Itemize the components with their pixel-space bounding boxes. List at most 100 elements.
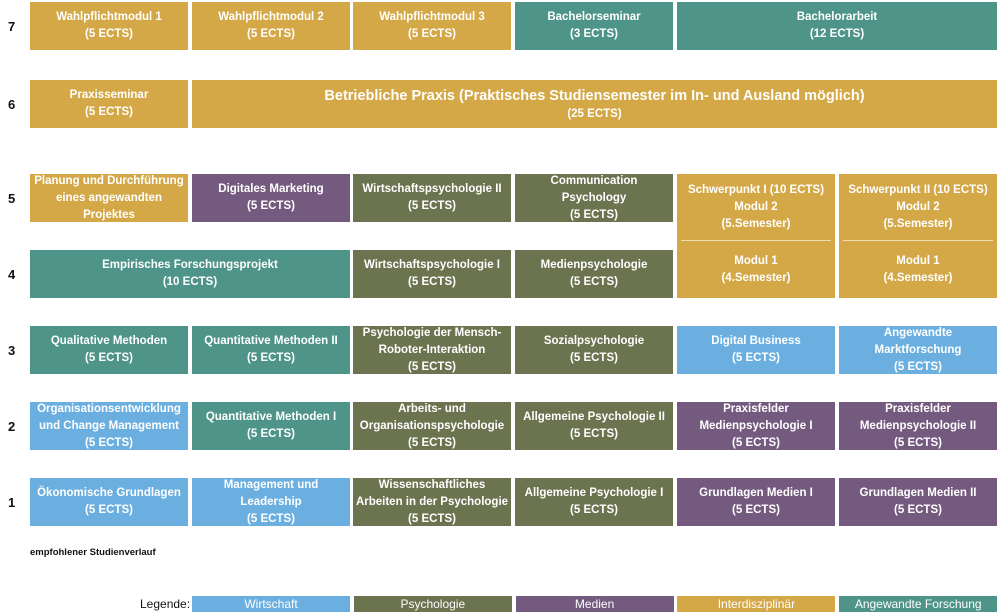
module-cell[interactable]: Ökonomische Grundlagen (5 ECTS) <box>30 478 188 526</box>
module-title: Organisationsentwicklung <box>37 402 181 415</box>
module-title: Roboter-Interaktion <box>378 343 486 356</box>
schwerpunkt-module-2: Schwerpunkt I (10 ECTS) Modul 2 (5.Semeste… <box>677 174 835 240</box>
module-cell[interactable]: Psychologie der Mensch- Roboter-Interakti… <box>353 326 511 374</box>
legend-item-interdisziplinaer: Interdisziplinär <box>677 596 836 612</box>
divider <box>843 240 993 241</box>
module-title: Ökonomische Grundlagen <box>37 487 181 499</box>
module-title: und Change Management <box>39 419 179 432</box>
module-cell[interactable]: Allgemeine Psychologie I (5 ECTS) <box>515 478 673 526</box>
module-cell[interactable]: Betriebliche Praxis (Praktisches Studien… <box>192 80 997 128</box>
module-cell[interactable]: Wahlpflichtmodul 1 (5 ECTS) <box>30 2 188 50</box>
module-title: Planung und Durchführung <box>34 174 184 187</box>
module-ects: (5 ECTS) <box>408 512 456 525</box>
legend-item-psychologie: Psychologie <box>353 596 512 612</box>
module-ects: (5 ECTS) <box>247 512 295 525</box>
module-title: Wahlpflichtmodul 3 <box>379 11 485 23</box>
module-title: Praxisfelder <box>885 402 951 415</box>
module-ects: (5 ECTS) <box>408 276 456 288</box>
divider <box>681 240 831 241</box>
module-title: Management und Leadership <box>223 478 319 508</box>
module-cell[interactable]: Communication Psychology (5 ECTS) <box>515 174 673 222</box>
semester-label: 1 <box>8 495 16 510</box>
module-title: Quantitative Methoden II <box>204 335 338 347</box>
module-title: Communication Psychology <box>550 174 638 204</box>
legend-item-forschung: Angewandte Forschung <box>839 596 998 612</box>
module-cell[interactable]: Medienpsychologie (5 ECTS) <box>515 250 673 298</box>
module-ects: (5 ECTS) <box>732 352 780 364</box>
module-cell[interactable]: Grundlagen Medien II (5 ECTS) <box>839 478 997 526</box>
schwerpunkt-text: (5.Semester) <box>883 217 953 230</box>
module-cell[interactable]: Grundlagen Medien I (5 ECTS) <box>677 478 835 526</box>
semester-label: 4 <box>8 267 16 282</box>
module-ects: (5 ECTS) <box>247 428 295 440</box>
schwerpunkt-text: Modul 2 <box>896 200 940 213</box>
module-title: Arbeiten in der Psychologie <box>355 495 509 508</box>
semester-label: 6 <box>8 97 16 112</box>
legend-item-medien: Medien <box>515 596 674 612</box>
module-cell[interactable]: Quantitative Methoden I (5 ECTS) <box>192 402 350 450</box>
module-title: Grundlagen Medien II <box>859 487 977 499</box>
module-ects: (5 ECTS) <box>894 360 942 373</box>
module-title: Quantitative Methoden I <box>205 411 337 423</box>
module-cell[interactable]: Digitales Marketing (5 ECTS) <box>192 174 350 222</box>
module-ects: (5 ECTS) <box>408 436 456 449</box>
module-ects: (5 ECTS) <box>247 28 295 40</box>
module-ects: (3 ECTS) <box>570 28 618 40</box>
module-ects: (10 ECTS) <box>162 276 218 288</box>
module-cell[interactable]: Sozialpsychologie (5 ECTS) <box>515 326 673 374</box>
schwerpunkt-text: Modul 1 <box>734 254 778 267</box>
module-cell[interactable]: Praxisseminar (5 ECTS) <box>30 80 188 128</box>
module-title: Projektes <box>83 208 135 221</box>
module-cell[interactable]: Praxisfelder Medienpsychologie I (5 ECTS) <box>677 402 835 450</box>
module-ects: (12 ECTS) <box>809 28 865 40</box>
module-cell[interactable]: Qualitative Methoden (5 ECTS) <box>30 326 188 374</box>
legend-item-wirtschaft: Wirtschaft <box>192 596 350 612</box>
module-cell[interactable]: Wirtschaftspsychologie I (5 ECTS) <box>353 250 511 298</box>
module-title: Digitales Marketing <box>218 183 324 195</box>
module-ects: (5 ECTS) <box>570 504 618 516</box>
module-cell[interactable]: Allgemeine Psychologie II (5 ECTS) <box>515 402 673 450</box>
semester-label: 2 <box>8 419 16 434</box>
module-cell[interactable]: Angewandte Marktforschung (5 ECTS) <box>839 326 997 374</box>
module-cell[interactable]: Praxisfelder Medienpsychologie II (5 ECTS) <box>839 402 997 450</box>
schwerpunkt-module-1: Modul 1 (4.Semester) <box>677 241 835 298</box>
module-title: Wissenschaftliches <box>378 478 486 491</box>
module-ects: (5 ECTS) <box>894 436 942 449</box>
module-ects: (5 ECTS) <box>85 352 133 364</box>
module-ects: (5 ECTS) <box>85 106 133 118</box>
module-title: Praxisfelder <box>723 402 789 415</box>
module-cell[interactable]: Management und Leadership (5 ECTS) <box>192 478 350 526</box>
schwerpunkt-text: Modul 2 <box>734 200 778 213</box>
module-title: Grundlagen Medien I <box>699 487 813 499</box>
module-ects: (5 ECTS) <box>732 504 780 516</box>
module-ects: (5 ECTS) <box>570 208 618 221</box>
module-title: Praxisseminar <box>69 89 149 101</box>
module-cell[interactable]: Planung und Durchführung eines angewandte… <box>30 174 188 222</box>
schwerpunkt-module-2: Schwerpunkt II (10 ECTS) Modul 2 (5.Semest… <box>839 174 997 240</box>
module-cell[interactable]: Digital Business (5 ECTS) <box>677 326 835 374</box>
module-title: Psychologie der Mensch- <box>362 326 502 339</box>
module-ects: (5 ECTS) <box>570 428 618 440</box>
module-cell[interactable]: Organisationsentwicklung und Change Manag… <box>30 402 188 450</box>
module-cell[interactable]: Arbeits- und Organisationspsychologie (5 E… <box>353 402 511 450</box>
schwerpunkt-cell[interactable]: Schwerpunkt II (10 ECTS) Modul 2 (5.Semest… <box>839 174 997 298</box>
module-title: Bachelorarbeit <box>796 11 878 23</box>
module-ects: (5 ECTS) <box>408 200 456 212</box>
schwerpunkt-cell[interactable]: Schwerpunkt I (10 ECTS) Modul 2 (5.Semeste… <box>677 174 835 298</box>
module-cell[interactable]: Bachelorseminar (3 ECTS) <box>515 2 673 50</box>
module-ects: (5 ECTS) <box>732 436 780 449</box>
module-title: Bachelorseminar <box>547 11 641 23</box>
module-cell[interactable]: Wahlpflichtmodul 3 (5 ECTS) <box>353 2 511 50</box>
module-title: Medienpsychologie I <box>699 419 813 432</box>
module-cell[interactable]: Wahlpflichtmodul 2 (5 ECTS) <box>192 2 350 50</box>
module-title: Wirtschaftspsychologie I <box>363 259 500 271</box>
module-ects: (5 ECTS) <box>570 276 618 288</box>
module-cell[interactable]: Wirtschaftspsychologie II (5 ECTS) <box>353 174 511 222</box>
module-title: Wahlpflichtmodul 2 <box>218 11 324 23</box>
module-cell[interactable]: Wissenschaftliches Arbeiten in der Psycho… <box>353 478 511 526</box>
module-cell[interactable]: Bachelorarbeit (12 ECTS) <box>677 2 997 50</box>
schwerpunkt-text: (4.Semester) <box>721 271 791 284</box>
module-ects: (5 ECTS) <box>85 436 133 449</box>
module-cell[interactable]: Quantitative Methoden II (5 ECTS) <box>192 326 350 374</box>
module-cell[interactable]: Empirisches Forschungsprojekt (10 ECTS) <box>30 250 350 298</box>
